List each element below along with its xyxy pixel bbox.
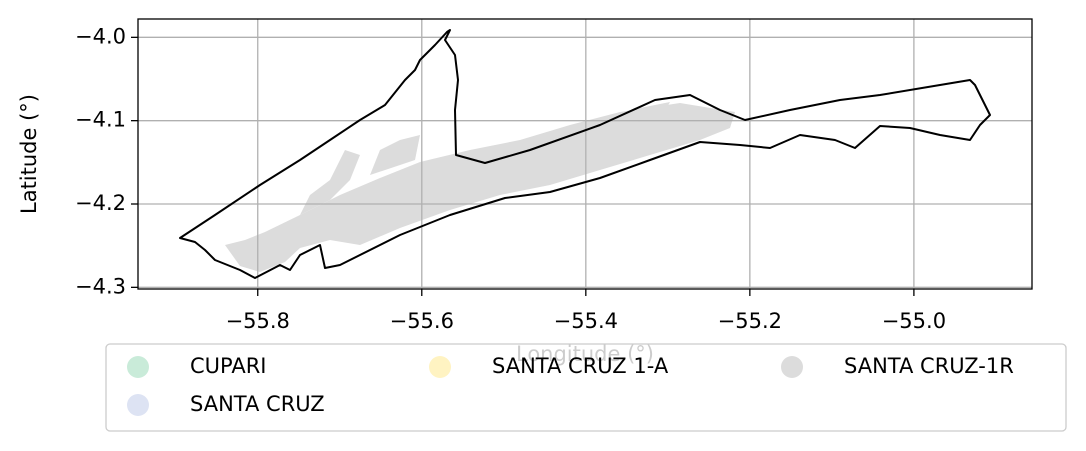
y-tick-label: −4.0 bbox=[75, 24, 126, 48]
legend-label: SANTA CRUZ bbox=[190, 392, 325, 416]
x-tick-label: −55.6 bbox=[390, 309, 454, 333]
x-tick-label: −55.2 bbox=[718, 309, 782, 333]
y-tick-label: −4.3 bbox=[75, 274, 126, 298]
region-fill bbox=[300, 150, 360, 215]
legend-frame bbox=[105, 343, 1067, 432]
axes-frame bbox=[137, 18, 1033, 290]
region-fill bbox=[225, 103, 735, 272]
legend-marker bbox=[781, 356, 803, 378]
legend-marker bbox=[429, 356, 451, 378]
x-tick-label: −55.4 bbox=[554, 309, 618, 333]
legend: CUPARI SANTA CRUZ SANTA CRUZ 1-A SANTA CRUZ… bbox=[105, 343, 1067, 432]
boundary bbox=[179, 29, 991, 279]
y-tick-label: −4.1 bbox=[75, 108, 126, 132]
legend-marker bbox=[127, 394, 149, 416]
region-fill bbox=[370, 135, 420, 175]
legend-marker bbox=[127, 356, 149, 378]
legend-label: SANTA CRUZ-1R bbox=[844, 354, 1014, 378]
legend-label: CUPARI bbox=[190, 354, 267, 378]
regions bbox=[225, 102, 735, 272]
x-tick-label: −55.0 bbox=[882, 309, 946, 333]
y-tick-label: −4.2 bbox=[75, 191, 126, 215]
y-axis-label: Latitude (°) bbox=[17, 94, 41, 214]
region-fill bbox=[600, 102, 670, 125]
legend-label: SANTA CRUZ 1-A bbox=[492, 354, 669, 378]
x-tick-label: −55.8 bbox=[226, 309, 290, 333]
